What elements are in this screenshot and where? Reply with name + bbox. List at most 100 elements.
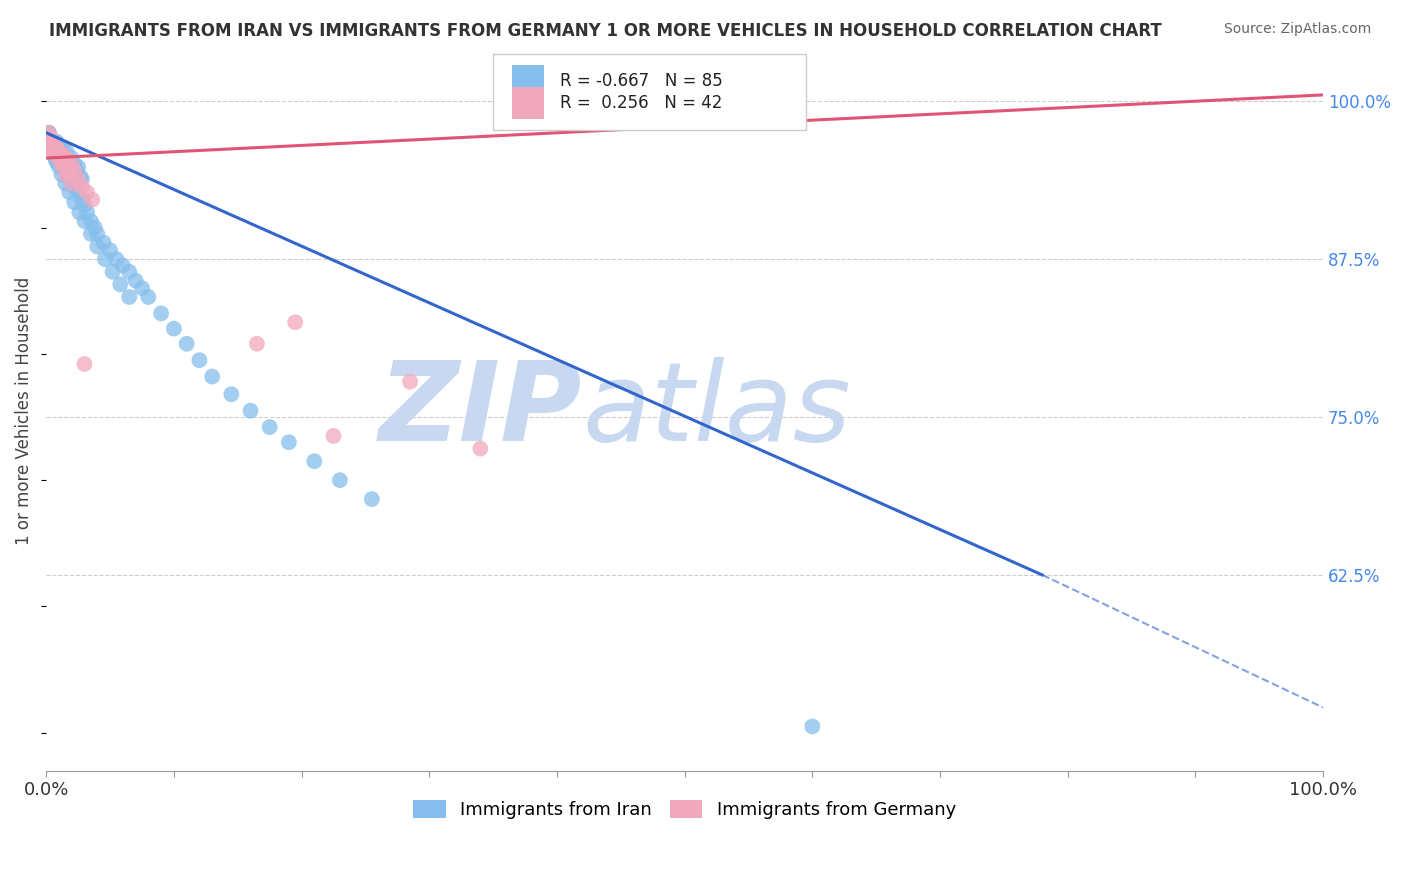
Point xyxy=(44,151,66,165)
Point xyxy=(46,147,69,161)
Point xyxy=(53,154,76,169)
Point xyxy=(329,473,352,487)
Point xyxy=(41,141,63,155)
Point xyxy=(51,151,73,165)
Point xyxy=(58,162,80,177)
Point xyxy=(48,160,70,174)
Point xyxy=(59,160,82,174)
Text: R =  0.256   N = 42: R = 0.256 N = 42 xyxy=(560,94,721,112)
Point xyxy=(80,227,103,241)
Point xyxy=(80,214,103,228)
FancyBboxPatch shape xyxy=(512,65,544,97)
Point xyxy=(39,135,62,149)
Point xyxy=(53,163,76,178)
Point xyxy=(63,195,86,210)
Point xyxy=(41,138,63,153)
Point xyxy=(51,154,73,169)
Point xyxy=(111,259,134,273)
Point xyxy=(93,235,115,250)
Point xyxy=(53,154,76,169)
Point xyxy=(45,150,67,164)
Point xyxy=(801,719,824,733)
Point xyxy=(42,142,65,156)
Point xyxy=(42,145,65,159)
Point xyxy=(52,142,75,156)
Point xyxy=(39,132,62,146)
Point xyxy=(60,157,83,171)
Point xyxy=(246,336,269,351)
Point xyxy=(39,135,62,149)
Point xyxy=(44,147,66,161)
Point xyxy=(51,154,73,169)
Point xyxy=(39,135,62,149)
Point xyxy=(94,252,117,266)
Point xyxy=(38,126,60,140)
Point xyxy=(42,147,65,161)
Point xyxy=(67,185,90,199)
Point xyxy=(44,147,66,161)
Point xyxy=(48,145,70,159)
Point xyxy=(304,454,326,468)
Point xyxy=(69,169,91,184)
Point xyxy=(201,369,224,384)
Point xyxy=(38,129,60,144)
Point xyxy=(86,227,108,241)
Point xyxy=(42,145,65,159)
Point xyxy=(76,185,98,199)
Point xyxy=(150,306,173,320)
Point xyxy=(105,252,128,266)
Point xyxy=(360,492,382,507)
Point xyxy=(58,169,80,184)
Point xyxy=(284,315,307,329)
Point xyxy=(38,126,60,140)
Point xyxy=(73,198,96,212)
Point xyxy=(53,160,76,174)
Point xyxy=(58,157,80,171)
Point xyxy=(70,180,93,194)
Point xyxy=(58,185,80,199)
Point xyxy=(176,336,198,351)
Text: R = -0.667   N = 85: R = -0.667 N = 85 xyxy=(560,72,723,90)
Point xyxy=(60,172,83,186)
Point xyxy=(73,357,96,371)
Point xyxy=(118,290,141,304)
Legend: Immigrants from Iran, Immigrants from Germany: Immigrants from Iran, Immigrants from Ge… xyxy=(406,793,963,827)
Text: IMMIGRANTS FROM IRAN VS IMMIGRANTS FROM GERMANY 1 OR MORE VEHICLES IN HOUSEHOLD : IMMIGRANTS FROM IRAN VS IMMIGRANTS FROM … xyxy=(49,22,1161,40)
Point xyxy=(48,138,70,153)
Point xyxy=(46,150,69,164)
Point xyxy=(49,145,72,159)
Point xyxy=(42,145,65,159)
Point xyxy=(56,151,79,165)
Point xyxy=(39,129,62,144)
Point xyxy=(39,137,62,152)
Point xyxy=(163,321,186,335)
Point xyxy=(38,126,60,140)
Point xyxy=(41,142,63,156)
Point xyxy=(51,157,73,171)
Point xyxy=(45,141,67,155)
Point xyxy=(70,172,93,186)
Point xyxy=(45,154,67,169)
Point xyxy=(131,281,153,295)
Point xyxy=(138,290,160,304)
Text: ZIP: ZIP xyxy=(380,357,582,464)
Point xyxy=(56,157,79,171)
Point xyxy=(49,150,72,164)
Point xyxy=(46,142,69,156)
Point xyxy=(45,142,67,156)
Point xyxy=(239,403,262,417)
Point xyxy=(39,138,62,153)
Point xyxy=(188,353,211,368)
Point xyxy=(55,145,77,159)
Point xyxy=(67,160,90,174)
Point xyxy=(259,420,281,434)
Point xyxy=(44,147,66,161)
Text: atlas: atlas xyxy=(582,357,851,464)
Point xyxy=(63,163,86,178)
Point xyxy=(73,214,96,228)
Point xyxy=(39,138,62,153)
Point xyxy=(52,147,75,161)
Point xyxy=(46,147,69,161)
Point xyxy=(48,147,70,161)
Point xyxy=(63,180,86,194)
